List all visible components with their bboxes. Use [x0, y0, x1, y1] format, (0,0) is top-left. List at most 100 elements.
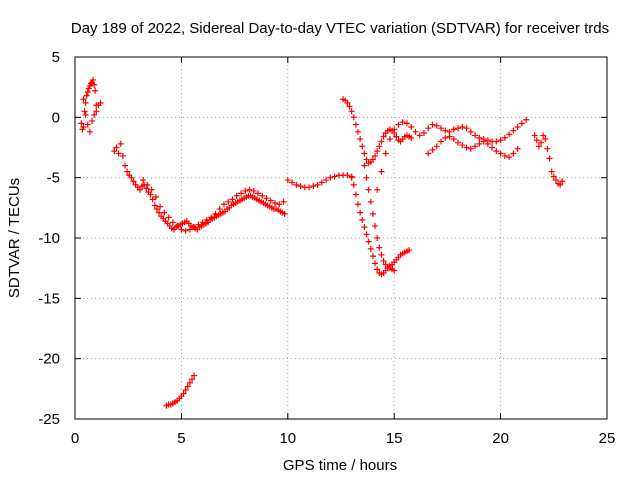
data-point	[399, 119, 406, 126]
data-point	[438, 138, 445, 145]
data-point	[191, 372, 198, 379]
data-point	[124, 168, 131, 175]
data-point	[216, 206, 223, 213]
data-point	[374, 235, 381, 241]
data-point	[378, 138, 385, 145]
data-point	[497, 150, 504, 157]
data-point	[212, 210, 219, 217]
data-point	[327, 174, 334, 181]
y-tick-label: 0	[52, 109, 60, 126]
data-point	[140, 177, 147, 184]
data-point	[459, 123, 466, 130]
data-point	[82, 99, 89, 106]
data-point	[93, 108, 100, 115]
data-point	[514, 123, 521, 130]
data-point	[272, 200, 279, 207]
data-point	[378, 168, 385, 175]
data-point	[497, 137, 504, 144]
data-point	[408, 123, 415, 130]
data-point	[237, 190, 244, 197]
data-point	[344, 172, 351, 179]
data-point	[113, 144, 120, 151]
y-tick-label: -25	[38, 411, 60, 428]
data-point	[416, 132, 423, 139]
data-point	[359, 216, 366, 223]
data-point	[361, 150, 368, 157]
data-point	[161, 209, 168, 216]
data-point	[246, 186, 253, 193]
data-point	[510, 127, 517, 134]
data-point	[433, 143, 440, 150]
x-tick-label: 15	[386, 430, 403, 447]
data-point	[493, 138, 500, 145]
data-point	[361, 224, 368, 231]
data-point	[557, 181, 564, 188]
data-point	[242, 187, 249, 194]
data-point	[406, 247, 413, 254]
data-point	[263, 195, 270, 202]
data-point	[480, 138, 487, 145]
data-point	[374, 266, 381, 273]
data-point	[87, 80, 94, 87]
y-axis-ticks: 5 0 -5 -10 -15 -20 -25	[38, 49, 607, 428]
x-axis-label: GPS time / hours	[283, 457, 397, 474]
data-point	[352, 121, 359, 128]
data-point	[359, 143, 366, 150]
data-point	[191, 224, 198, 231]
y-tick-label: 5	[52, 49, 60, 66]
data-point	[97, 99, 104, 106]
data-point	[115, 150, 122, 157]
data-point	[91, 111, 98, 118]
data-point	[531, 132, 538, 139]
data-point	[506, 131, 513, 138]
y-tick-label: -20	[38, 351, 60, 368]
data-point	[82, 111, 89, 118]
data-point	[382, 150, 389, 157]
data-point	[446, 133, 453, 140]
data-point	[501, 152, 508, 159]
data-point	[450, 136, 457, 143]
data-point	[348, 108, 355, 115]
data-point	[344, 99, 351, 106]
data-point	[92, 87, 99, 94]
data-point	[484, 140, 491, 147]
data-series	[78, 76, 566, 409]
data-point	[367, 198, 374, 205]
data-point	[455, 139, 462, 146]
data-point	[111, 148, 118, 155]
data-point	[189, 376, 196, 383]
data-point	[186, 379, 193, 386]
data-point	[267, 197, 274, 204]
x-tick-label: 25	[599, 430, 616, 447]
data-point	[510, 150, 517, 157]
data-point	[393, 133, 400, 140]
data-point	[151, 202, 158, 209]
data-point	[289, 179, 296, 186]
data-point	[276, 201, 283, 208]
y-tick-label: -10	[38, 230, 60, 247]
data-point	[152, 193, 159, 200]
data-point	[467, 128, 474, 135]
data-point	[378, 251, 385, 258]
x-axis-ticks: 0 5 10 15 20 25	[71, 57, 616, 447]
y-tick-label: -5	[47, 170, 60, 187]
data-point	[250, 187, 257, 194]
data-point	[472, 143, 479, 150]
data-point	[433, 122, 440, 129]
data-point	[143, 185, 150, 192]
data-point	[412, 128, 419, 135]
data-point	[357, 136, 364, 143]
data-point	[357, 209, 364, 216]
data-point	[195, 221, 202, 228]
data-point	[128, 174, 135, 181]
data-point	[369, 210, 376, 217]
data-point	[84, 88, 91, 95]
data-point	[86, 128, 93, 135]
data-point	[186, 226, 193, 233]
data-point	[450, 126, 457, 133]
data-point	[280, 198, 287, 205]
data-point	[535, 143, 542, 150]
data-point	[348, 174, 355, 181]
data-point	[80, 123, 87, 130]
data-point	[89, 117, 96, 124]
